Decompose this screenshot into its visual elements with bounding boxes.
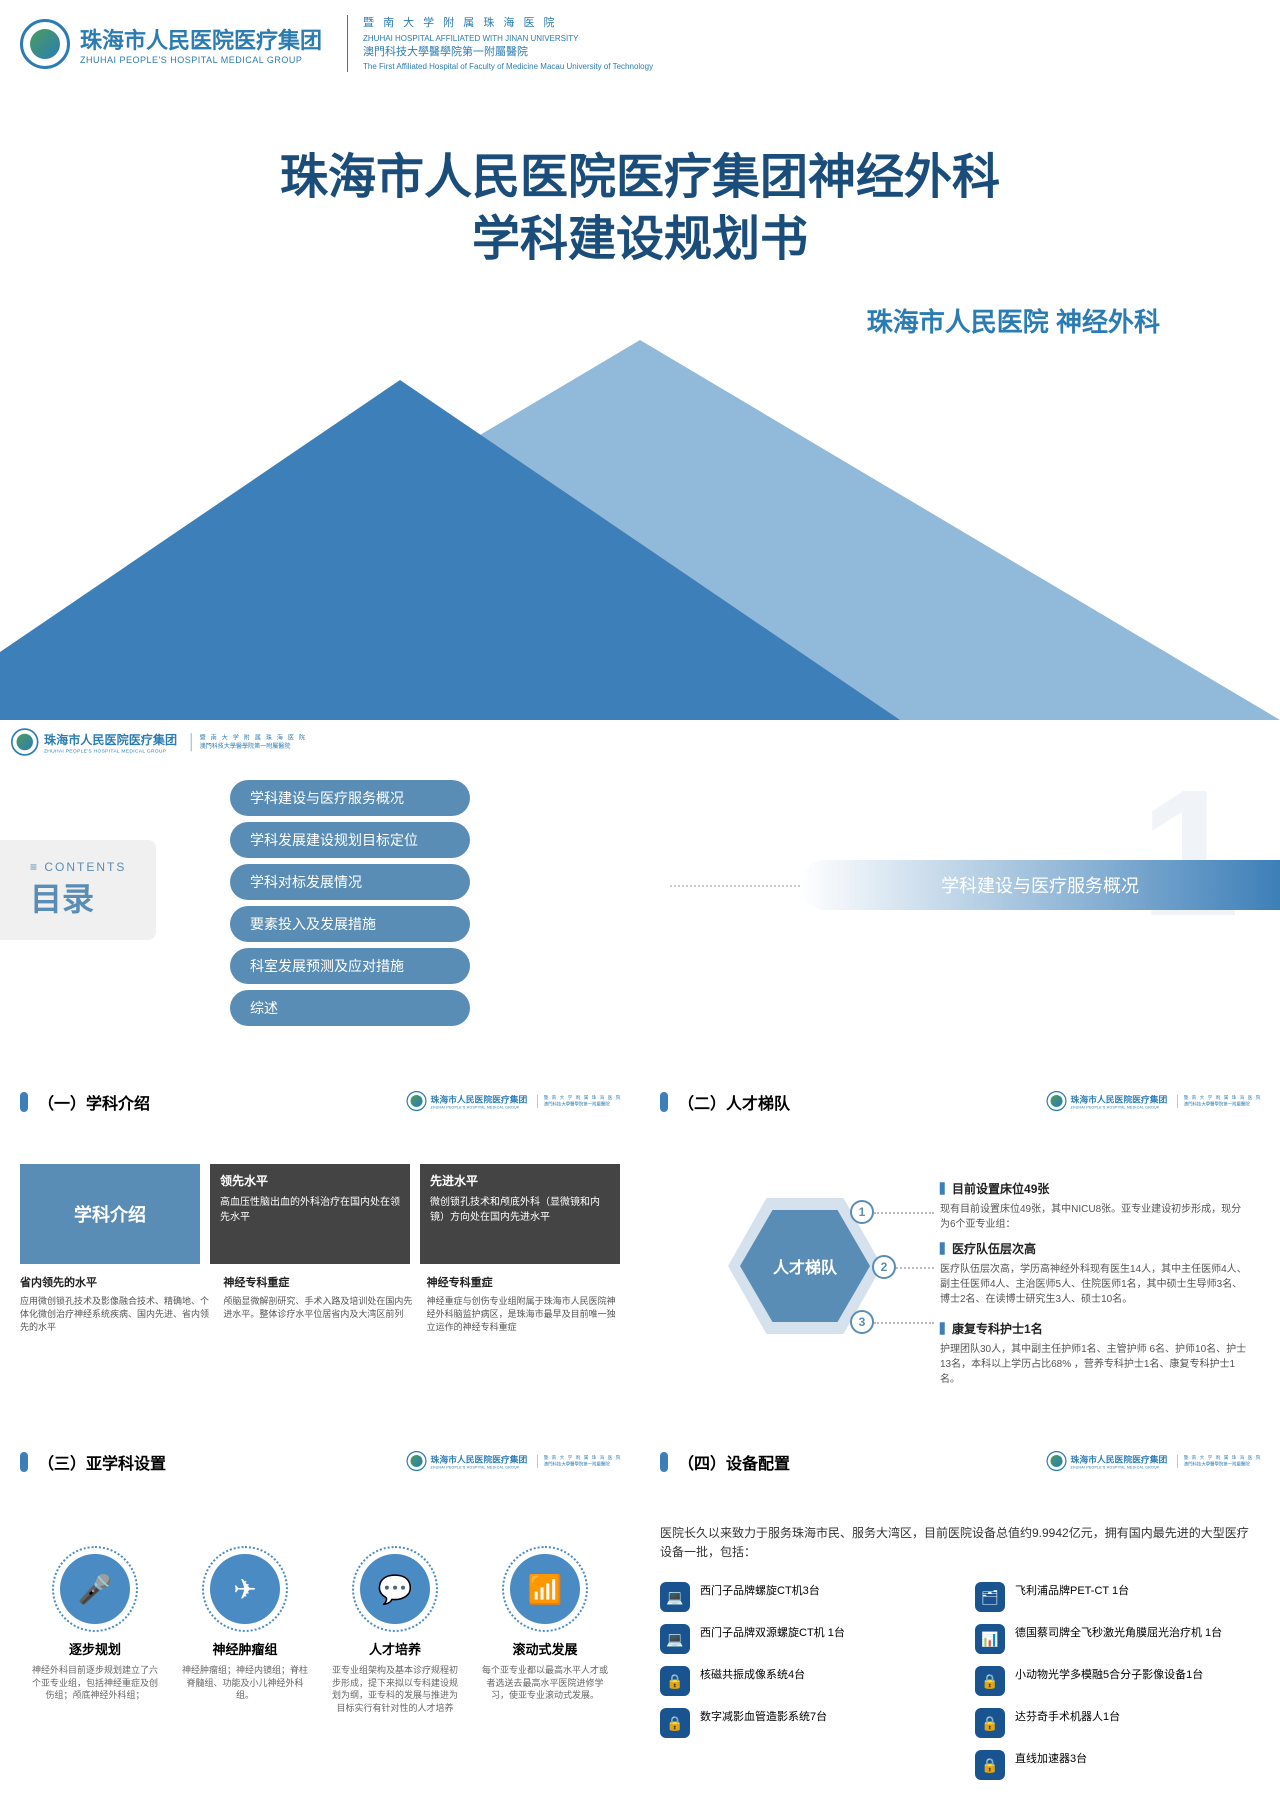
intro-box: 先进水平微创锁孔技术和颅底外科（显微镜和内镜）方向处在国内先进水平	[420, 1164, 620, 1264]
wifi-icon: 📶	[510, 1554, 580, 1624]
toc-item: 科室发展预测及应对措施	[230, 948, 470, 984]
talent-item: 康复专科护士1名护理团队30人，其中副主任护师1名、主管护师 6名、护师10名、…	[940, 1320, 1250, 1385]
equip-intro: 医院长久以来致力于服务珠海市民、服务大湾区，目前医院设备总值约9.9942亿元，…	[660, 1524, 1260, 1562]
intro-talent-slide: （一）学科介绍 珠海市人民医院医疗集团ZHUHAI PEOPLE'S HOSPI…	[0, 1080, 1280, 1440]
device-icon: 💻	[660, 1582, 690, 1612]
contents-box: CONTENTS 目录	[0, 840, 156, 940]
logo-tiny: 珠海市人民医院医疗集团ZHUHAI PEOPLE'S HOSPITAL MEDI…	[399, 1445, 630, 1477]
section-header: 学科建设与医疗服务概况	[800, 860, 1280, 910]
equip-item: 🔒达芬奇手术机器人1台	[975, 1708, 1260, 1738]
subtitle: 珠海市人民医院 神经外科	[0, 302, 1160, 339]
title-slide: 珠海市人民医院医疗集团 ZHUHAI PEOPLE'S HOSPITAL MED…	[0, 0, 1280, 720]
device-icon: 💻	[660, 1624, 690, 1654]
device-icon: 🔒	[975, 1666, 1005, 1696]
toc-item: 学科建设与医疗服务概况	[230, 780, 470, 816]
section-number: 1	[1140, 750, 1240, 957]
talent-item: 目前设置床位49张现有目前设置床位49张，其中NICU8张。亚专业建设初步形成，…	[940, 1180, 1250, 1230]
subdept-equip-slide: （三）亚学科设置 珠海市人民医院医疗集团ZHUHAI PEOPLE'S HOSP…	[0, 1440, 1280, 1800]
device-icon: 📊	[975, 1624, 1005, 1654]
equip-item: 🔒数字减影血管造影系统7台	[660, 1708, 945, 1738]
logo-text-en: ZHUHAI PEOPLE'S HOSPITAL MEDICAL GROUP	[80, 55, 322, 65]
logo-text: 珠海市人民医院医疗集团	[80, 23, 322, 55]
equip-item: 🗂飞利浦品牌PET-CT 1台	[975, 1582, 1260, 1612]
device-icon: 🔒	[660, 1708, 690, 1738]
logo-tiny: 珠海市人民医院医疗集团ZHUHAI PEOPLE'S HOSPITAL MEDI…	[399, 1085, 630, 1117]
toc-item: 要素投入及发展措施	[230, 906, 470, 942]
plane-icon: ✈	[210, 1554, 280, 1624]
equip-item: 🔒核磁共振成像系统4台	[660, 1666, 945, 1696]
equip-item: 📊德国蔡司牌全飞秒激光角膜屈光治疗机 1台	[975, 1624, 1260, 1654]
device-icon: 🔒	[975, 1750, 1005, 1780]
intro-box: 神经专科重症颅脑显微解剖研究、手术入路及培训处在国内先进水平。整体诊疗水平位居省…	[223, 1274, 416, 1333]
logo-tiny: 珠海市人民医院医疗集团ZHUHAI PEOPLE'S HOSPITAL MEDI…	[1039, 1445, 1270, 1477]
intro-box: 神经专科重症神经重症与创伤专业组附属于珠海市人民医院神经外科脑监护病区，是珠海市…	[427, 1274, 620, 1333]
circle-row: 🎤逐步规划神经外科目前逐步规划建立了六个亚专业组，包括神经重症及创伤组；颅底神经…	[20, 1554, 620, 1714]
decor-triangle	[0, 380, 900, 720]
intro-box: 领先水平高血压性脑出血的外科治疗在国内处在领先水平	[210, 1164, 410, 1264]
equip-item: 🔒直线加速器3台	[975, 1750, 1260, 1780]
logo-icon	[20, 19, 70, 69]
toc-item: 学科对标发展情况	[230, 864, 470, 900]
mic-icon: 🎤	[60, 1554, 130, 1624]
talent-num: 1	[850, 1200, 874, 1224]
circle-item: 🎤逐步规划神经外科目前逐步规划建立了六个亚专业组，包括神经重症及创伤组；颅底神经…	[30, 1554, 160, 1714]
circle-item: 💬人才培养亚专业组架构及基本诊疗规程初步形成，提下来拟以专科建设规划为纲，亚专科…	[330, 1554, 460, 1714]
circle-item: ✈神经肿瘤组神经肿瘤组；神经内镜组；脊柱脊髓组、功能及小儿神经外科组。	[180, 1554, 310, 1714]
decor-dots	[670, 885, 820, 887]
equip-item: 🔒小动物光学多模融5合分子影像设备1台	[975, 1666, 1260, 1696]
circle-item: 📶滚动式发展每个亚专业都以最高水平人才或者选送去最高水平医院进修学习，使亚专业滚…	[480, 1554, 610, 1714]
device-icon: 🗂	[975, 1582, 1005, 1612]
contents-slide: 珠海市人民医院医疗集团ZHUHAI PEOPLE'S HOSPITAL MEDI…	[0, 720, 1280, 1080]
equip-item: 💻西门子品牌双源螺旋CT机 1台	[660, 1624, 945, 1654]
toc-item: 综述	[230, 990, 470, 1026]
equip-item: 💻西门子品牌螺旋CT机3台	[660, 1582, 945, 1612]
logo-bar: 珠海市人民医院医疗集团 ZHUHAI PEOPLE'S HOSPITAL MED…	[0, 0, 1280, 87]
equip-grid: 💻西门子品牌螺旋CT机3台 🗂飞利浦品牌PET-CT 1台 💻西门子品牌双源螺旋…	[660, 1582, 1260, 1780]
talent-num: 3	[850, 1310, 874, 1334]
chat-icon: 💬	[360, 1554, 430, 1624]
toc-item: 学科发展建设规划目标定位	[230, 822, 470, 858]
device-icon: 🔒	[975, 1708, 1005, 1738]
intro-main: 学科介绍	[20, 1164, 200, 1264]
logo-small: 珠海市人民医院医疗集团ZHUHAI PEOPLE'S HOSPITAL MEDI…	[0, 720, 318, 764]
intro-box: 省内领先的水平应用微创锁孔技术及影像融合技术、精确地、个体化微创治疗神经系统疾病…	[20, 1274, 213, 1333]
talent-item: 医疗队伍层次高医疗队伍层次高，学历高神经外科现有医生14人，其中主任医师4人、副…	[940, 1240, 1250, 1305]
logo-tiny: 珠海市人民医院医疗集团ZHUHAI PEOPLE'S HOSPITAL MEDI…	[1039, 1085, 1270, 1117]
logo-affiliations: 暨 南 大 学 附 属 珠 海 医 院 ZHUHAI HOSPITAL AFFI…	[347, 15, 653, 72]
device-icon: 🔒	[660, 1666, 690, 1696]
talent-num: 2	[872, 1255, 896, 1279]
toc-list: 学科建设与医疗服务概况 学科发展建设规划目标定位 学科对标发展情况 要素投入及发…	[230, 780, 470, 1032]
main-title: 珠海市人民医院医疗集团神经外科学科建设规划书	[0, 147, 1280, 272]
